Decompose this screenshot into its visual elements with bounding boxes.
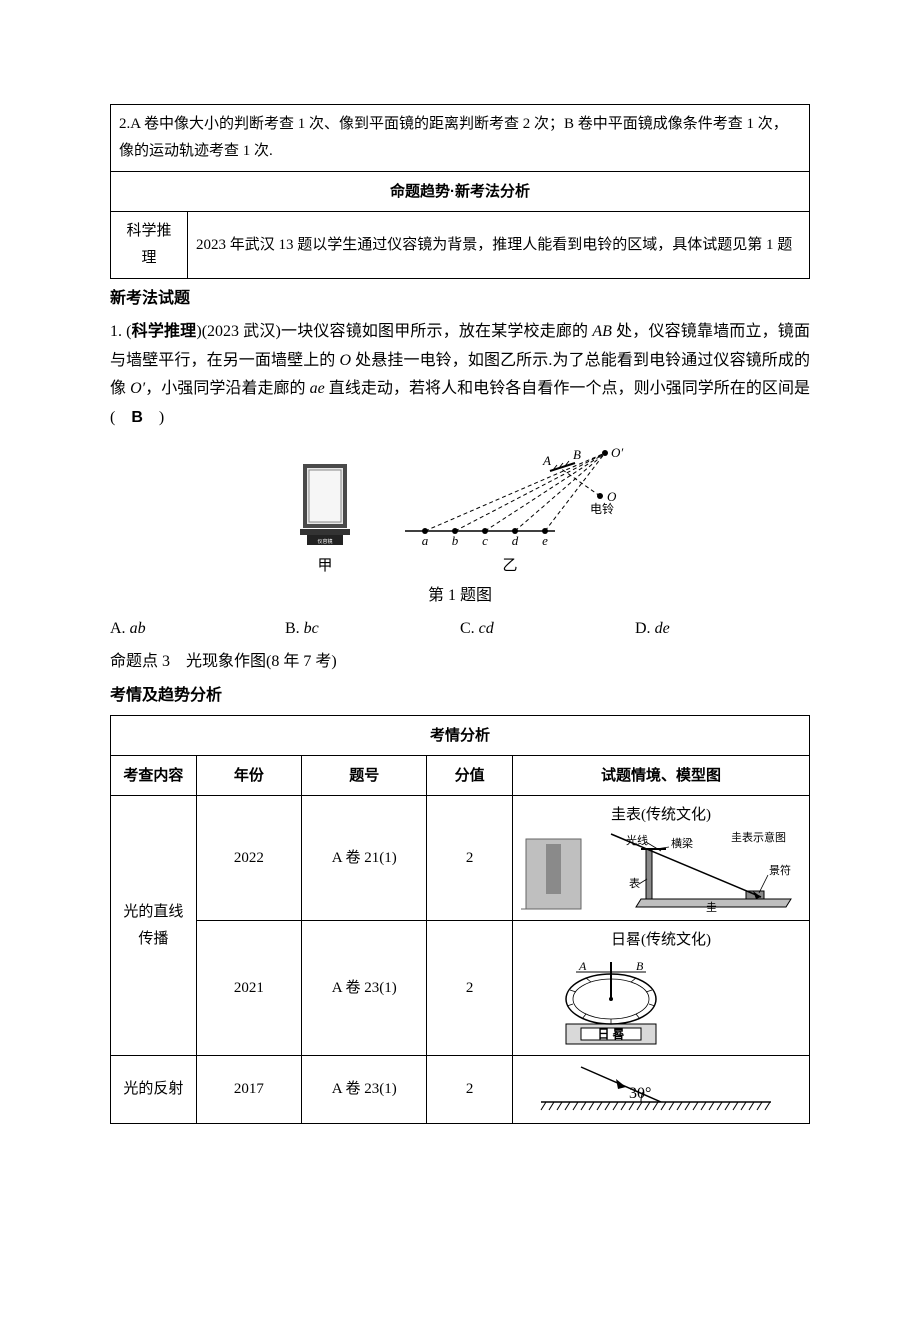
- svg-text:30°: 30°: [629, 1085, 651, 1102]
- q1-o: O: [340, 352, 352, 369]
- r1-qno: A 卷 21(1): [302, 796, 427, 921]
- reason-label-line2: 理: [141, 250, 156, 266]
- topic3-prefix: 命题点 3 光现象作图: [110, 653, 266, 670]
- r1-scene: 圭表(传统文化) 光线 横梁: [513, 796, 810, 921]
- guibiao-svg: 光线 横梁 景符 表 圭 圭表示意图: [521, 829, 801, 914]
- th-score: 分值: [427, 756, 513, 796]
- r3-year: 2017: [196, 1056, 302, 1124]
- reason-label: 科学推 理: [111, 212, 188, 279]
- svg-text:A: A: [578, 959, 587, 973]
- q1-oprime: O′: [130, 380, 145, 397]
- option-c: C. cd: [460, 615, 635, 644]
- intro-table: 2.A 卷中像大小的判断考查 1 次、像到平面镜的距离判断考查 2 次；B 卷中…: [110, 104, 810, 279]
- svg-text:仪容镜: 仪容镜: [317, 538, 332, 545]
- trend-title: 命题趋势·新考法分析: [111, 172, 810, 212]
- r1-scene-title: 圭表(传统文化): [521, 802, 801, 829]
- svg-text:O′: O′: [611, 445, 623, 460]
- svg-text:电铃: 电铃: [590, 501, 614, 516]
- q1-text4: ，小强同学沿着走廊的: [145, 380, 310, 397]
- svg-text:光线: 光线: [626, 833, 648, 847]
- option-b: B. bc: [285, 615, 460, 644]
- r2-qno: A 卷 23(1): [302, 921, 427, 1056]
- q1-answer: B: [131, 409, 143, 426]
- trend-heading: 考情及趋势分析: [110, 682, 810, 711]
- reflection-svg: 30°: [521, 1062, 781, 1117]
- r1-score: 2: [427, 796, 513, 921]
- figure-title: 第 1 题图: [110, 582, 810, 611]
- options-row: A. ab B. bc C. cd D. de: [110, 615, 810, 644]
- r2-year: 2021: [196, 921, 302, 1056]
- svg-text:e: e: [542, 533, 548, 548]
- q1-prefix: 1. (: [110, 323, 132, 340]
- th-qno: 题号: [302, 756, 427, 796]
- analysis-table: 考情分析 考查内容 年份 题号 分值 试题情境、模型图 光的直线传播 2022 …: [110, 715, 810, 1124]
- svg-text:日 晷: 日 晷: [597, 1027, 624, 1041]
- cat-reflection: 光的反射: [111, 1056, 197, 1124]
- q1-ab: AB: [592, 323, 612, 340]
- svg-text:a: a: [422, 533, 429, 548]
- svg-text:c: c: [482, 533, 488, 548]
- caption-jia: 甲: [317, 553, 332, 580]
- figure-yi: a b c d e O 电铃 O′ A B: [395, 441, 625, 580]
- r2-scene-title: 日晷(传统文化): [521, 927, 801, 954]
- svg-text:景符: 景符: [769, 864, 791, 877]
- newmethod-heading: 新考法试题: [110, 285, 810, 314]
- figure-row: 仪容镜 甲 a b c d e O 电铃 O′: [110, 441, 810, 580]
- reason-text: 2023 年武汉 13 题以学生通过仪容镜为背景，推理人能看到电铃的区域，具体试…: [188, 212, 810, 279]
- th-scene: 试题情境、模型图: [513, 756, 810, 796]
- option-d: D. de: [635, 615, 810, 644]
- q1-ae: ae: [310, 380, 325, 397]
- q1-tag: 科学推理: [132, 323, 197, 340]
- th-cat: 考查内容: [111, 756, 197, 796]
- r1-year: 2022: [196, 796, 302, 921]
- svg-text:d: d: [512, 533, 519, 548]
- intro-row1: 2.A 卷中像大小的判断考查 1 次、像到平面镜的距离判断考查 2 次；B 卷中…: [111, 105, 810, 172]
- r3-scene: 30°: [513, 1056, 810, 1124]
- figure-jia: 仪容镜 甲: [295, 461, 355, 580]
- r3-score: 2: [427, 1056, 513, 1124]
- r3-qno: A 卷 23(1): [302, 1056, 427, 1124]
- svg-text:圭表示意图: 圭表示意图: [731, 830, 786, 844]
- svg-text:B: B: [573, 447, 581, 462]
- caption-yi: 乙: [502, 553, 517, 580]
- topic3: 命题点 3 光现象作图(8 年 7 考): [110, 648, 810, 677]
- sundial-svg: 日 晷: [521, 954, 701, 1049]
- svg-text:A: A: [542, 453, 551, 468]
- svg-text:圭: 圭: [706, 901, 717, 914]
- svg-text:横梁: 横梁: [671, 836, 693, 850]
- svg-text:b: b: [452, 533, 459, 548]
- option-a: A. ab: [110, 615, 285, 644]
- r2-scene: 日晷(传统文化) 日 晷: [513, 921, 810, 1056]
- analysis-title: 考情分析: [111, 716, 810, 756]
- reason-label-line1: 科学推: [126, 223, 171, 239]
- q1-text1: )(2023 武汉)一块仪容镜如图甲所示，放在某学校走廊的: [196, 323, 592, 340]
- r2-score: 2: [427, 921, 513, 1056]
- svg-text:B: B: [636, 959, 644, 973]
- cat-light-straight: 光的直线传播: [111, 796, 197, 1056]
- mirror-svg: 仪容镜: [295, 461, 355, 551]
- topic3-suffix: (8 年 7 考): [266, 653, 337, 670]
- question-1: 1. (科学推理)(2023 武汉)一块仪容镜如图甲所示，放在某学校走廊的 AB…: [110, 318, 810, 433]
- q1-text6: ): [143, 409, 164, 426]
- th-year: 年份: [196, 756, 302, 796]
- svg-text:表: 表: [629, 876, 640, 890]
- diagram-svg: a b c d e O 电铃 O′ A B: [395, 441, 625, 551]
